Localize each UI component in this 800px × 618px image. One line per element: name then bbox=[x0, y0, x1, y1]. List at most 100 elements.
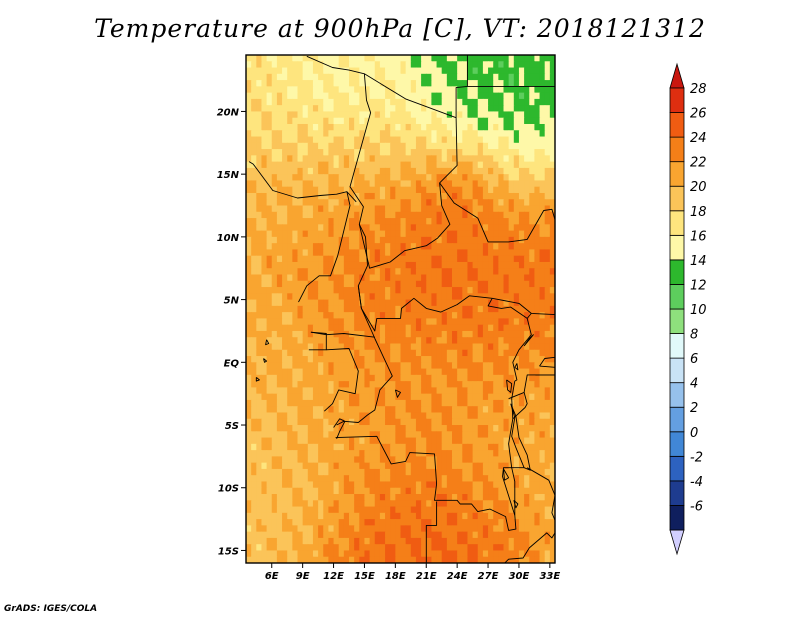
field-cell bbox=[385, 381, 391, 388]
field-cell bbox=[477, 199, 484, 207]
field-cell bbox=[333, 450, 340, 457]
field-cell bbox=[513, 412, 520, 420]
country-border bbox=[492, 297, 555, 316]
field-cell bbox=[452, 167, 458, 175]
field-cell bbox=[482, 86, 489, 94]
field-cell bbox=[457, 519, 463, 526]
field-cell bbox=[385, 305, 391, 313]
field-cell bbox=[457, 318, 463, 326]
field-cell bbox=[359, 519, 366, 526]
field-cell bbox=[549, 86, 555, 94]
field-cell bbox=[369, 381, 376, 388]
field-cell bbox=[287, 293, 293, 301]
field-cell bbox=[482, 167, 489, 175]
field-cell bbox=[415, 224, 422, 232]
field-cell bbox=[287, 117, 293, 125]
field-cell bbox=[354, 456, 360, 464]
field-cell bbox=[549, 519, 555, 526]
field-cell bbox=[364, 500, 371, 508]
field-cell bbox=[318, 155, 324, 163]
plot-frame bbox=[245, 54, 556, 564]
field-cell bbox=[251, 531, 257, 539]
field-cell bbox=[312, 55, 319, 62]
field-cell bbox=[318, 406, 324, 414]
field-cell bbox=[338, 274, 345, 282]
field-cell bbox=[539, 475, 546, 483]
field-cell bbox=[421, 537, 427, 545]
field-cell bbox=[276, 506, 283, 514]
field-cell bbox=[539, 98, 546, 106]
field-cell bbox=[333, 243, 340, 251]
field-cell bbox=[441, 425, 448, 432]
field-cell bbox=[390, 456, 396, 464]
field-cell bbox=[441, 343, 448, 351]
field-cell bbox=[323, 243, 329, 251]
field-cell bbox=[462, 174, 469, 182]
field-cell bbox=[318, 136, 324, 144]
field-cell bbox=[441, 230, 448, 238]
country-border bbox=[554, 313, 555, 315]
field-cell bbox=[441, 261, 448, 269]
field-cell bbox=[338, 287, 345, 294]
field-cell bbox=[544, 487, 551, 495]
field-cell bbox=[312, 186, 319, 194]
field-cell bbox=[307, 362, 314, 370]
field-cell bbox=[395, 381, 402, 388]
field-cell bbox=[369, 450, 376, 457]
field-cell bbox=[498, 494, 505, 501]
field-cell bbox=[364, 506, 371, 514]
field-cell bbox=[415, 80, 422, 87]
field-cell bbox=[415, 305, 422, 313]
field-cell bbox=[312, 468, 319, 476]
field-cell bbox=[307, 293, 314, 301]
field-cell bbox=[287, 243, 293, 251]
field-cell bbox=[246, 556, 252, 563]
field-cell bbox=[462, 218, 469, 225]
field-cell bbox=[318, 318, 324, 326]
field-cell bbox=[534, 318, 541, 326]
field-cell bbox=[395, 243, 402, 251]
field-cell bbox=[287, 186, 293, 194]
field-cell bbox=[410, 443, 417, 451]
field-cell bbox=[256, 475, 263, 483]
field-cell bbox=[488, 412, 494, 420]
field-cell bbox=[323, 456, 329, 464]
field-cell bbox=[302, 136, 309, 144]
field-cell bbox=[395, 556, 402, 563]
field-cell bbox=[477, 142, 484, 150]
field-cell bbox=[518, 255, 525, 263]
field-cell bbox=[395, 525, 402, 533]
field-cell bbox=[349, 73, 355, 81]
field-cell bbox=[338, 130, 345, 138]
field-cell bbox=[323, 80, 329, 87]
field-cell bbox=[276, 268, 283, 276]
field-cell bbox=[493, 117, 499, 125]
field-cell bbox=[364, 443, 371, 451]
field-cell bbox=[410, 211, 417, 219]
field-cell bbox=[271, 544, 278, 552]
field-cell bbox=[261, 136, 268, 144]
field-cell bbox=[518, 506, 525, 514]
field-cell bbox=[498, 161, 505, 169]
field-cell bbox=[323, 399, 329, 407]
field-cell bbox=[426, 274, 432, 282]
field-cell bbox=[385, 167, 391, 175]
field-cell bbox=[498, 412, 505, 420]
field-cell bbox=[452, 525, 458, 533]
field-cell bbox=[513, 312, 520, 320]
field-cell bbox=[503, 393, 510, 401]
field-cell bbox=[359, 199, 366, 207]
field-cell bbox=[498, 481, 505, 489]
field-cell bbox=[518, 180, 525, 188]
field-cell bbox=[452, 324, 458, 332]
field-cell bbox=[513, 86, 520, 94]
field-cell bbox=[256, 494, 263, 501]
field-cell bbox=[354, 218, 360, 225]
field-cell bbox=[266, 356, 273, 363]
field-cell bbox=[436, 537, 443, 545]
field-cell bbox=[312, 556, 319, 563]
field-cell bbox=[395, 274, 402, 282]
field-cell bbox=[385, 475, 391, 483]
field-cell bbox=[395, 98, 402, 106]
field-cell bbox=[508, 437, 515, 445]
